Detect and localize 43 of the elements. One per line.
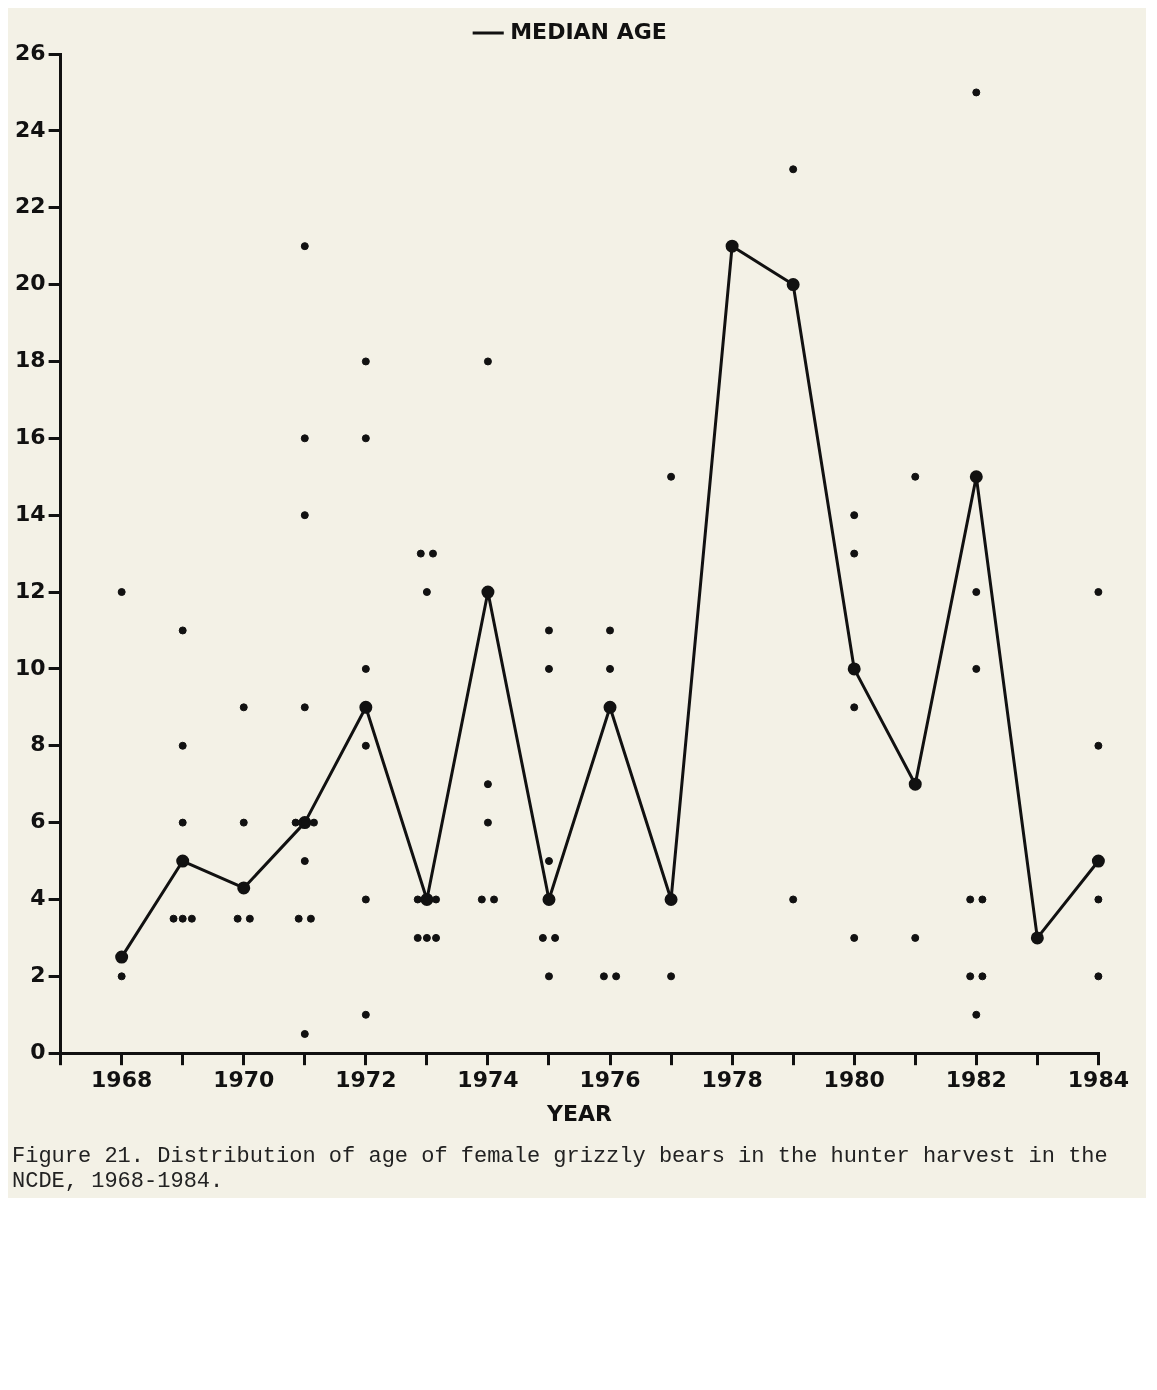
point: [908, 777, 922, 791]
point: [542, 892, 556, 906]
x-axis-title: YEAR: [546, 1100, 613, 1126]
point: [603, 700, 617, 714]
x-tick-label: 1982: [945, 1067, 1007, 1093]
y-tick-label: 16: [14, 424, 46, 450]
x-tick-label: 1974: [457, 1067, 519, 1093]
point: [1030, 931, 1044, 945]
y-tick-label: 20: [14, 270, 46, 296]
y-tick-label: 18: [14, 347, 46, 373]
y-tick-label: 4: [30, 885, 46, 911]
y-tick-label: 0: [30, 1038, 46, 1064]
x-tick-label: 1970: [213, 1067, 275, 1093]
x-tick-label: 1972: [335, 1067, 397, 1093]
x-tick-label: 1976: [579, 1067, 641, 1093]
y-tick-label: 10: [14, 654, 46, 680]
point: [481, 585, 495, 599]
x-tick-label: 1980: [823, 1067, 885, 1093]
point: [420, 892, 434, 906]
point: [1091, 854, 1105, 868]
point: [664, 892, 678, 906]
y-tick-label: 8: [30, 731, 46, 757]
point: [847, 662, 861, 676]
point: [786, 278, 800, 292]
point: [359, 700, 373, 714]
y-tick-label: 12: [14, 577, 46, 603]
point: [725, 239, 739, 253]
y-tick-label: 14: [14, 500, 46, 526]
point: [298, 816, 312, 830]
x-tick-label: 1984: [1067, 1067, 1129, 1093]
y-tick-label: 22: [14, 193, 46, 219]
legend-label: MEDIAN AGE: [510, 18, 667, 44]
point: [237, 881, 251, 895]
point: [969, 470, 983, 484]
caption: Figure 21. Distribution of age of female grizzly bears in the hunter harvest in the NCDE, 1968-1984.: [12, 1144, 1109, 1194]
y-tick-label: 26: [14, 39, 46, 65]
y-tick-label: 24: [14, 116, 46, 142]
point: [176, 854, 190, 868]
point: [115, 950, 129, 964]
y-tick-label: 6: [30, 808, 46, 834]
x-tick-label: 1968: [91, 1067, 153, 1093]
y-tick-label: 2: [30, 962, 46, 988]
x-tick-label: 1978: [701, 1067, 763, 1093]
